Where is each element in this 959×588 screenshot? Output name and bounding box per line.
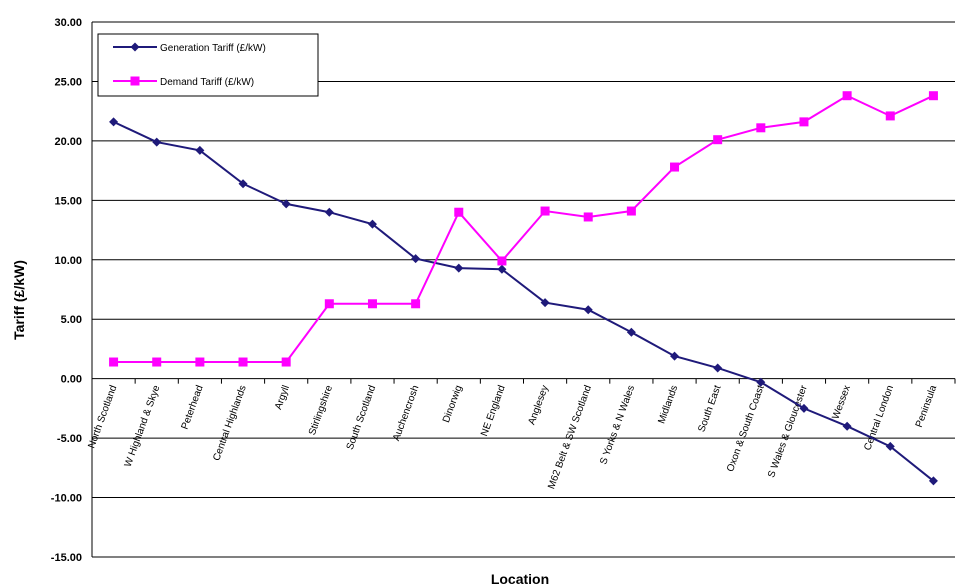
generation-point — [195, 145, 205, 155]
demand-point — [195, 357, 205, 367]
generation-point — [928, 476, 938, 486]
x-category-label: Oxon & South Coast — [725, 384, 767, 474]
legend: Generation Tariff (£/kW) Demand Tariff (… — [97, 33, 319, 97]
x-category-label: Auchencrosh — [391, 384, 421, 443]
generation-point — [885, 441, 895, 451]
y-tick-label: -15.00 — [51, 552, 82, 564]
demand-point — [540, 206, 550, 216]
category-labels: North Scotland W Highland & Skye Peterhead… — [86, 383, 939, 490]
demand-point — [583, 212, 593, 222]
demand-point — [109, 357, 119, 367]
demand-point — [885, 111, 895, 121]
x-category-label: Anglesey — [526, 384, 550, 426]
legend-demand-label: Demand Tariff (£/kW) — [160, 77, 254, 88]
x-category-label: S Yorks & N Wales — [598, 384, 637, 466]
y-tick-label: -5.00 — [57, 433, 82, 445]
series-markers — [109, 91, 938, 486]
demand-point — [324, 299, 334, 309]
y-tick-label: 20.00 — [54, 136, 82, 148]
demand-point — [842, 91, 852, 101]
x-category-label: South East — [696, 384, 723, 434]
gridlines — [91, 21, 956, 558]
x-category-label: Central Highlands — [211, 384, 249, 462]
generation-point — [626, 327, 636, 337]
generation-point — [109, 117, 119, 127]
demand-tariff-line — [113, 94, 934, 364]
demand-point — [799, 117, 809, 127]
x-category-label: Stirlingshire — [307, 384, 335, 437]
generation-point — [411, 254, 421, 264]
y-tick-label: 30.00 — [54, 17, 82, 29]
x-category-label: Argyll — [273, 384, 292, 411]
x-category-label: South Scotland — [345, 384, 379, 451]
demand-point — [497, 256, 507, 266]
y-tick-label: -10.00 — [51, 493, 82, 505]
x-category-label: M62 Belt & SW Scotland — [546, 384, 594, 491]
x-axis-title: Location — [491, 571, 549, 587]
legend-generation-marker — [130, 42, 140, 52]
generation-point — [540, 298, 550, 308]
x-category-label: W Highland & Skye — [123, 384, 163, 469]
demand-point — [454, 207, 464, 217]
generation-point — [799, 403, 809, 413]
generation-point — [152, 137, 162, 147]
generation-point — [281, 199, 291, 209]
generation-point — [238, 179, 248, 189]
generation-point — [713, 363, 723, 373]
x-category-label: Peninsula — [914, 384, 940, 429]
demand-point — [626, 206, 636, 216]
demand-point — [713, 135, 723, 145]
demand-point — [281, 357, 291, 367]
y-tick-label: 25.00 — [54, 76, 82, 88]
generation-point — [367, 219, 377, 229]
generation-point — [454, 263, 464, 273]
y-tick-label: 5.00 — [61, 314, 82, 326]
demand-point — [152, 357, 162, 367]
demand-point — [756, 123, 766, 133]
legend-demand-marker — [130, 76, 140, 86]
generation-point — [670, 351, 680, 361]
legend-generation-label: Generation Tariff (£/kW) — [160, 43, 266, 54]
y-tick-label: 0.00 — [61, 374, 82, 386]
demand-point — [411, 299, 421, 309]
generation-point — [583, 305, 593, 315]
y-tick-label: 15.00 — [54, 195, 82, 207]
demand-point — [238, 357, 248, 367]
x-category-label: North Scotland — [86, 384, 119, 450]
y-axis-ticks: 30.00 25.00 20.00 15.00 10.00 5.00 0.00 -5.00 -1… — [51, 17, 82, 564]
x-category-label: Midlands — [656, 384, 680, 425]
demand-point — [928, 91, 938, 101]
generation-point — [324, 207, 334, 217]
y-axis-title: Tariff (£/kW) — [11, 260, 27, 340]
demand-point — [670, 162, 680, 172]
generation-point — [756, 377, 766, 387]
x-category-label: Dinorwig — [441, 384, 465, 424]
generation-tariff-line — [113, 120, 935, 482]
x-category-label: NE England — [479, 384, 508, 438]
x-category-label: Wessex — [831, 384, 853, 421]
generation-point — [842, 421, 852, 431]
generation-point — [497, 264, 507, 274]
demand-point — [367, 299, 377, 309]
y-tick-label: 10.00 — [54, 255, 82, 267]
series-lines — [113, 94, 935, 482]
x-category-label: Peterhead — [180, 384, 206, 431]
